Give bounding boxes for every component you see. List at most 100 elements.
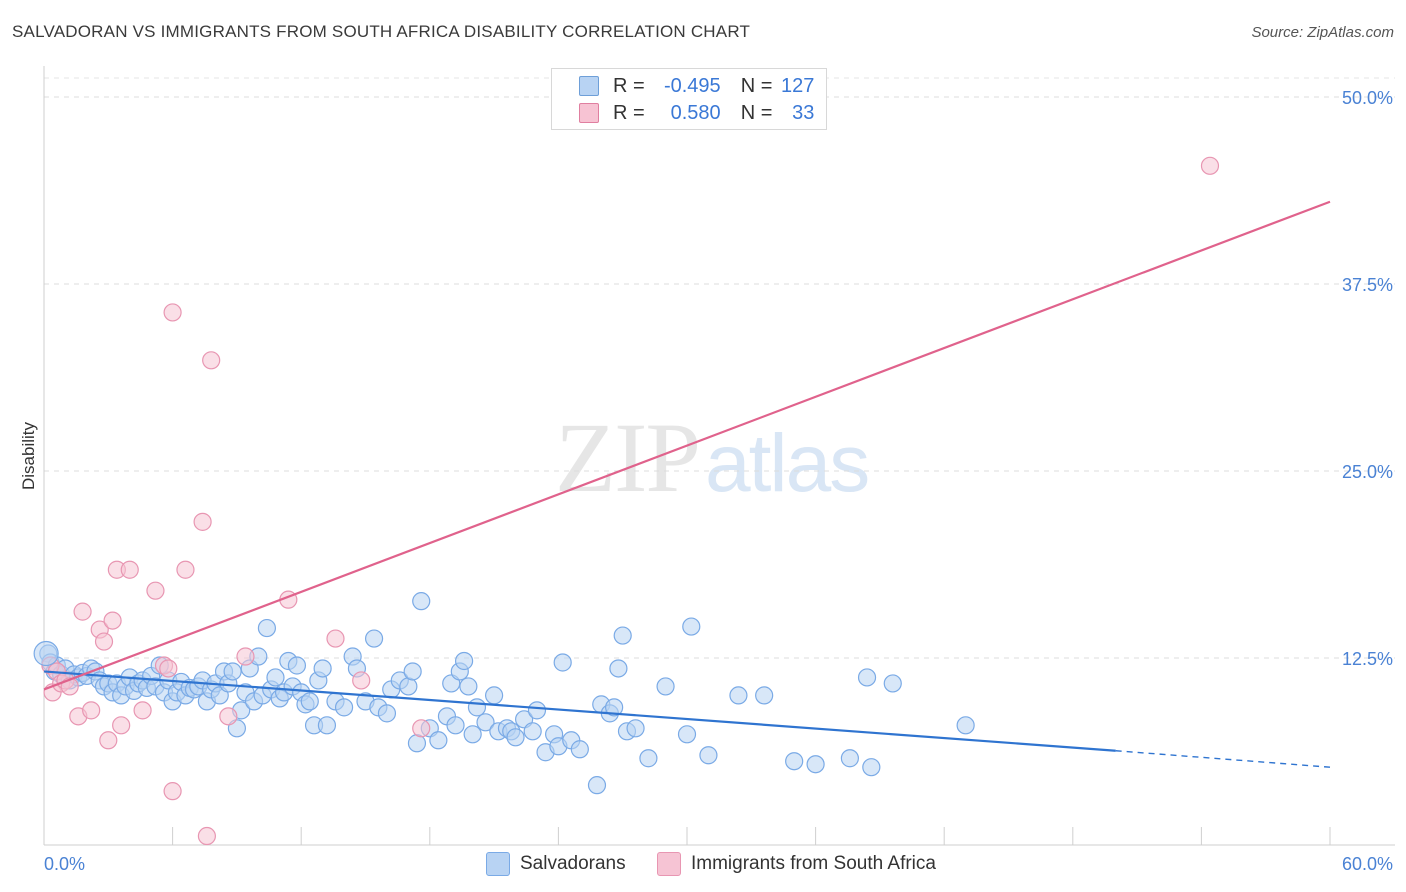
salvadoran-point bbox=[317, 716, 337, 735]
salvadoran-point bbox=[33, 640, 59, 667]
salvadoran-point bbox=[476, 713, 495, 732]
salvadoran-point bbox=[699, 746, 718, 765]
south-africa-point bbox=[236, 647, 255, 666]
south-africa-point bbox=[219, 707, 238, 726]
legend-label-south-africa: Immigrants from South Africa bbox=[691, 853, 936, 874]
salvadoran-point bbox=[266, 668, 285, 687]
legend-swatch-south-africa bbox=[657, 852, 681, 876]
n-label: N = bbox=[740, 74, 773, 97]
south-africa-point bbox=[99, 731, 118, 750]
salvadoran-point bbox=[223, 662, 242, 681]
salvadoran-point bbox=[626, 719, 645, 738]
salvadoran-point bbox=[412, 592, 431, 611]
salvadoran-point bbox=[399, 677, 418, 696]
salvadoran-point bbox=[429, 731, 448, 750]
legend-swatch-south-africa bbox=[579, 103, 599, 123]
south-africa-point bbox=[352, 671, 371, 690]
x-tick-label: 0.0% bbox=[44, 854, 85, 874]
south-africa-point bbox=[112, 716, 131, 735]
south-africa-point bbox=[193, 512, 212, 531]
salvadoran-point bbox=[857, 668, 877, 687]
south-africa-trend-line bbox=[43, 200, 1331, 691]
n-value: 33 bbox=[792, 101, 815, 124]
salvadoran-point bbox=[785, 752, 804, 771]
salvadoran-point bbox=[454, 651, 474, 671]
salvadoran-point bbox=[609, 659, 628, 678]
x-tick-label: 60.0% bbox=[1342, 854, 1393, 874]
salvadoran-point bbox=[334, 698, 354, 717]
legend-swatch-salvadorans bbox=[486, 852, 510, 876]
south-africa-point bbox=[103, 611, 122, 630]
n-label: N = bbox=[740, 101, 773, 124]
salvadoran-point bbox=[956, 716, 975, 735]
watermark-atlas: atlas bbox=[705, 418, 870, 509]
y-tick-label: 50.0% bbox=[1342, 88, 1393, 108]
south-africa-point bbox=[1200, 156, 1220, 175]
salvadoran-point bbox=[570, 740, 589, 759]
salvadoran-point bbox=[806, 755, 825, 774]
salvadoran-point bbox=[364, 629, 384, 648]
legend-swatch-salvadorans bbox=[579, 76, 599, 96]
salvadoran-point bbox=[463, 725, 482, 744]
salvadoran-point bbox=[840, 749, 859, 768]
south-africa-point bbox=[412, 719, 431, 738]
salvadoran-point bbox=[407, 734, 427, 753]
legend-item-salvadorans: Salvadorans bbox=[486, 852, 626, 876]
salvadoran-point bbox=[313, 659, 332, 678]
salvadoran-point bbox=[485, 686, 504, 705]
south-africa-point bbox=[176, 560, 195, 579]
y-tick-label: 25.0% bbox=[1342, 462, 1393, 482]
south-africa-point bbox=[146, 581, 165, 600]
salvadoran-point bbox=[459, 677, 478, 696]
y-axis-label: Disability bbox=[19, 421, 38, 490]
salvadoran-point bbox=[729, 686, 748, 705]
r-label: R = bbox=[613, 101, 645, 124]
south-africa-point bbox=[82, 701, 101, 720]
south-africa-point bbox=[197, 826, 216, 846]
south-africa-point bbox=[202, 351, 221, 370]
salvadoran-point bbox=[527, 701, 547, 720]
south-africa-point bbox=[94, 632, 114, 651]
south-africa-point bbox=[159, 659, 178, 678]
salvadoran-point bbox=[467, 698, 487, 717]
salvadoran-point bbox=[377, 704, 397, 723]
salvadoran-point bbox=[587, 776, 607, 795]
r-label: R = bbox=[613, 74, 645, 97]
salvadoran-point bbox=[862, 758, 881, 777]
legend-item-south-africa: Immigrants from South Africa bbox=[657, 852, 936, 876]
chart-title: SALVADORAN VS IMMIGRANTS FROM SOUTH AFRI… bbox=[12, 22, 751, 41]
stats-legend-row-salvadorans: R = -0.495 N = 127 bbox=[552, 73, 814, 99]
stats-legend-row-south-africa: R = 0.580 N = 33 bbox=[552, 100, 814, 126]
stats-legend: R = -0.495 N = 127 R = 0.580 N = 33 bbox=[551, 68, 827, 130]
salvadoran-point bbox=[287, 656, 307, 675]
salvadoran-point bbox=[403, 662, 422, 681]
y-tick-label: 12.5% bbox=[1342, 649, 1393, 669]
salvadoran-point bbox=[605, 698, 624, 717]
salvadoran-point bbox=[300, 692, 319, 711]
r-value: -0.495 bbox=[663, 74, 721, 97]
south-africa-point bbox=[163, 782, 182, 801]
legend-label-salvadorans: Salvadorans bbox=[520, 853, 626, 874]
south-africa-point bbox=[133, 701, 152, 720]
salvadoran-point bbox=[613, 626, 632, 645]
south-africa-point bbox=[120, 560, 139, 579]
salvadoran-point bbox=[257, 618, 277, 638]
salvadoran-point bbox=[682, 617, 701, 636]
salvadoran-point bbox=[553, 653, 572, 672]
watermark: ZIPatlas bbox=[555, 400, 870, 515]
south-africa-point bbox=[73, 602, 92, 621]
salvadoran-point bbox=[883, 674, 902, 693]
salvadoran-trend-line bbox=[43, 670, 1116, 752]
south-africa-point bbox=[163, 303, 182, 322]
source-label: Source: ZipAtlas.com bbox=[1251, 24, 1394, 41]
salvadoran-point bbox=[523, 722, 542, 741]
salvadoran-point bbox=[446, 716, 465, 735]
y-tick-label: 37.5% bbox=[1342, 275, 1393, 295]
watermark-zip: ZIP bbox=[555, 402, 701, 513]
salvadoran-trend-extension bbox=[1115, 750, 1331, 768]
r-value: 0.580 bbox=[670, 101, 721, 124]
salvadoran-point bbox=[755, 686, 774, 705]
salvadoran-point bbox=[677, 725, 697, 744]
salvadoran-point bbox=[639, 749, 658, 768]
